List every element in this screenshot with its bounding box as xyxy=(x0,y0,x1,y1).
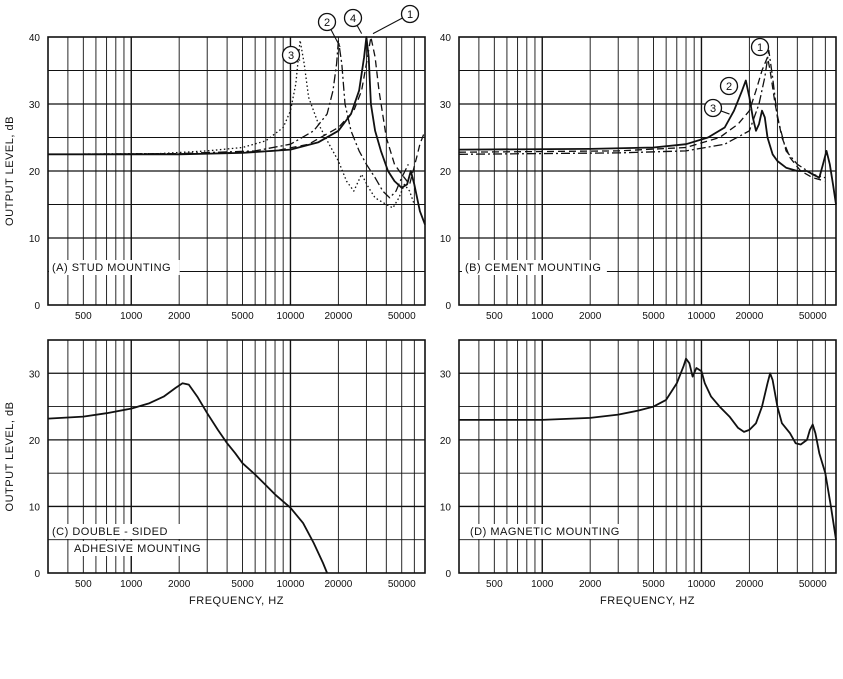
callout-circle xyxy=(719,76,739,96)
callout-circle xyxy=(281,45,301,65)
callout-number: 3 xyxy=(710,103,716,115)
series-line-solid xyxy=(48,36,426,225)
x-tick-label: 5000 xyxy=(231,579,254,590)
x-axis-label: FREQUENCY, HZ xyxy=(600,595,695,607)
callout-number: 2 xyxy=(324,17,330,29)
callout-number: 1 xyxy=(407,9,413,21)
y-tick-label: 0 xyxy=(445,569,451,580)
y-tick-label: 0 xyxy=(34,569,40,580)
callout-circle xyxy=(750,37,770,57)
panel-label-background xyxy=(462,260,607,275)
y-tick-label: 10 xyxy=(29,234,41,245)
panel-c-adhesive-mounting: 0 10 20 30 500 1000 2000 5000 10000 20000 50000 OUT… xyxy=(4,339,426,607)
series-line-dotted xyxy=(47,39,415,209)
y-axis-label: OUTPUT LEVEL, dB xyxy=(4,402,16,512)
panel-a-stud-mounting: 0 10 20 30 40 500 1000 2000 5000 10000 20000 50000 O… xyxy=(4,4,426,322)
x-tick-label: 50000 xyxy=(388,579,416,590)
panel-b-cement-mounting: 0 10 20 30 40 500 1000 2000 5000 10000 20000 50000 (… xyxy=(440,33,837,322)
y-tick-label: 30 xyxy=(29,100,41,111)
x-tick-label: 20000 xyxy=(735,579,763,590)
y-tick-label: 0 xyxy=(34,301,40,312)
x-tick-label: 20000 xyxy=(735,311,763,322)
x-tick-label: 1000 xyxy=(531,311,554,322)
panel-label: (C) DOUBLE - SIDED xyxy=(52,526,168,538)
plot-frame xyxy=(47,339,426,574)
y-tick-label: 10 xyxy=(440,502,452,513)
callout-circle xyxy=(343,8,363,28)
x-tick-label: 2000 xyxy=(168,579,191,590)
x-tick-label: 500 xyxy=(486,311,503,322)
y-tick-label: 20 xyxy=(29,167,41,178)
panel-d-magnetic-mounting: 0 10 20 30 500 1000 2000 5000 10000 20000 50000 FRE… xyxy=(440,339,837,607)
series-line-solid xyxy=(459,357,837,540)
panel-label: ADHESIVE MOUNTING xyxy=(74,543,201,555)
x-tick-label: 500 xyxy=(75,311,92,322)
panel-label-background xyxy=(71,541,202,556)
callout-number: 1 xyxy=(757,42,763,54)
x-tick-label: 1000 xyxy=(531,579,554,590)
series-line-solid xyxy=(47,382,328,574)
x-tick-label: 500 xyxy=(486,579,503,590)
y-tick-label: 20 xyxy=(29,436,41,447)
x-tick-label: 50000 xyxy=(388,311,416,322)
panel-label-background xyxy=(49,524,187,539)
callout-circle xyxy=(703,98,723,118)
x-tick-label: 5000 xyxy=(231,311,254,322)
plot-frame xyxy=(458,339,837,574)
panel-label: (A) STUD MOUNTING xyxy=(52,262,171,274)
series-line-dash xyxy=(458,56,826,182)
panel-label: (B) CEMENT MOUNTING xyxy=(465,262,601,274)
series-line-dash xyxy=(47,36,426,186)
x-tick-label: 50000 xyxy=(799,311,827,322)
x-tick-label: 5000 xyxy=(642,311,665,322)
callout-circle xyxy=(400,4,420,24)
x-tick-label: 2000 xyxy=(579,311,602,322)
y-tick-label: 10 xyxy=(29,502,41,513)
x-tick-label: 5000 xyxy=(642,579,665,590)
y-tick-label: 0 xyxy=(445,301,451,312)
panel-label-background xyxy=(49,260,180,275)
x-tick-label: 10000 xyxy=(277,579,305,590)
x-tick-label: 500 xyxy=(75,579,92,590)
x-tick-label: 1000 xyxy=(120,579,143,590)
y-tick-label: 40 xyxy=(29,33,41,44)
callout-number: 3 xyxy=(288,50,294,62)
callout-number: 4 xyxy=(350,13,356,25)
x-tick-label: 10000 xyxy=(688,579,716,590)
y-tick-label: 10 xyxy=(440,234,452,245)
y-tick-label: 30 xyxy=(29,369,41,380)
y-tick-label: 20 xyxy=(440,436,452,447)
panel-label: (D) MAGNETIC MOUNTING xyxy=(470,526,620,538)
x-tick-label: 20000 xyxy=(324,579,352,590)
callout-number: 2 xyxy=(726,81,732,93)
series-line-solid xyxy=(458,79,837,205)
x-tick-label: 1000 xyxy=(120,311,143,322)
x-tick-label: 2000 xyxy=(168,311,191,322)
y-tick-label: 30 xyxy=(440,100,452,111)
y-tick-label: 30 xyxy=(440,369,452,380)
series-line-dashdot xyxy=(47,39,409,199)
x-axis-label: FREQUENCY, HZ xyxy=(189,595,284,607)
x-tick-label: 2000 xyxy=(579,579,602,590)
x-tick-label: 10000 xyxy=(688,311,716,322)
callout-circle xyxy=(317,12,337,32)
y-tick-label: 20 xyxy=(440,167,452,178)
y-axis-label: OUTPUT LEVEL, dB xyxy=(4,116,16,226)
panel-label-background xyxy=(467,524,627,539)
x-tick-label: 10000 xyxy=(277,311,305,322)
y-tick-label: 40 xyxy=(440,33,452,44)
x-tick-label: 20000 xyxy=(324,311,352,322)
series-line-dashdot xyxy=(458,49,826,179)
x-tick-label: 50000 xyxy=(799,579,827,590)
